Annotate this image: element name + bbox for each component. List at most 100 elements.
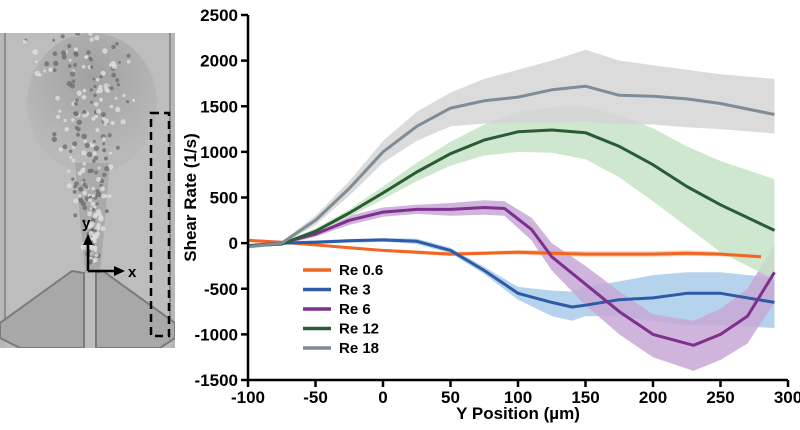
cell-dot [96, 209, 101, 215]
cell-dot [125, 100, 130, 104]
cell-dot [94, 35, 100, 41]
cell-dot [100, 112, 106, 118]
cell-dot [66, 80, 73, 87]
y-tick-label: 2000 [200, 52, 238, 71]
cell-dot [92, 239, 97, 244]
cell-dot [38, 73, 42, 77]
cell-dot [103, 156, 108, 161]
cell-dot [132, 98, 135, 102]
y-axis-title: Shear Rate (1/s) [181, 133, 200, 262]
cell-dot [99, 97, 104, 102]
cell-dot [73, 111, 78, 116]
cell-dot [104, 166, 110, 172]
legend-label-re-0-6: Re 0.6 [339, 262, 383, 279]
cell-dot [97, 87, 103, 94]
cell-dot [111, 72, 117, 78]
cell-dot [82, 205, 88, 211]
cell-dot [89, 100, 93, 104]
cell-dot [80, 244, 86, 251]
x-tick-label: 250 [706, 388, 734, 407]
cell-dot [96, 222, 102, 228]
cell-dot [93, 155, 99, 161]
cell-dot [122, 93, 126, 98]
cell-dot [88, 57, 93, 62]
x-tick-label: 150 [571, 388, 599, 407]
cell-dot [69, 71, 76, 77]
cell-dot [71, 177, 75, 181]
cell-dot [58, 147, 63, 152]
cell-dot [85, 55, 89, 59]
legend: Re 0.6 Re 3 Re 6 Re 12 Re 18 [303, 262, 383, 357]
cell-dot [73, 184, 77, 189]
cell-dot [109, 104, 114, 109]
cell-dot [94, 114, 99, 119]
legend-label-re-3: Re 3 [339, 282, 371, 299]
cell-dot [67, 169, 71, 173]
line-re-6 [247, 206, 776, 347]
x-tick-label: 50 [441, 388, 460, 407]
cell-dot [52, 51, 58, 57]
micrograph-x-label: x [128, 264, 137, 281]
cell-dot [95, 191, 102, 198]
cell-dot [61, 54, 67, 60]
cell-dot [90, 228, 95, 232]
cell-dot [126, 60, 131, 64]
cell-dot [82, 190, 87, 196]
cell-dot [88, 198, 92, 203]
cell-particles [22, 30, 135, 265]
cell-dot [32, 49, 39, 55]
cell-dot [81, 112, 88, 118]
cell-dot [72, 189, 77, 194]
cell-dot [91, 207, 96, 212]
cell-dot [69, 149, 73, 153]
cell-dot [88, 31, 93, 36]
cell-dot [97, 166, 101, 170]
cell-dot [84, 184, 89, 190]
cell-dot [98, 216, 104, 222]
band-re-12 [248, 106, 775, 280]
y-tick-label: 2500 [200, 6, 238, 25]
cell-dot [82, 162, 87, 166]
legend-label-re-18: Re 18 [339, 340, 379, 357]
cell-dot [69, 155, 73, 159]
cell-dot [94, 102, 99, 107]
x-tick-label: 200 [639, 388, 667, 407]
x-axis-title: Y Position (µm) [456, 404, 580, 423]
cell-dot [92, 139, 96, 143]
x-tick-label: 0 [378, 388, 387, 407]
y-tick-label: -500 [204, 280, 238, 299]
x-axis-arrowhead [114, 266, 125, 276]
cell-dot [63, 118, 67, 123]
cell-dot [51, 136, 57, 142]
cell-dot [102, 48, 108, 54]
cell-dot [52, 68, 57, 72]
cell-dot [83, 219, 86, 223]
cell-dot [68, 58, 72, 62]
cell-dot [73, 52, 79, 57]
cell-dot [93, 84, 97, 89]
cell-dot [62, 144, 68, 150]
cell-dot [116, 83, 121, 87]
cell-dot [88, 258, 94, 264]
cell-dot [91, 194, 96, 198]
y-tick-label: -1000 [195, 325, 238, 344]
micrograph-image: y x [0, 30, 176, 349]
cell-dot [95, 128, 100, 133]
cell-dot [89, 230, 93, 234]
cell-dot [89, 37, 94, 42]
cell-dot [76, 127, 81, 132]
cell-dot [109, 86, 114, 91]
cell-dot [104, 87, 108, 91]
band-re-18 [248, 49, 775, 249]
cell-dot [34, 60, 38, 63]
cell-dot [111, 44, 116, 50]
cell-dot [104, 209, 109, 214]
cell-dot [53, 60, 59, 67]
cell-dot [89, 168, 94, 173]
cell-dot [101, 117, 106, 121]
cell-dot [90, 201, 96, 207]
cell-dot [52, 132, 57, 137]
cell-dot [102, 148, 107, 153]
cell-dot [55, 95, 60, 101]
